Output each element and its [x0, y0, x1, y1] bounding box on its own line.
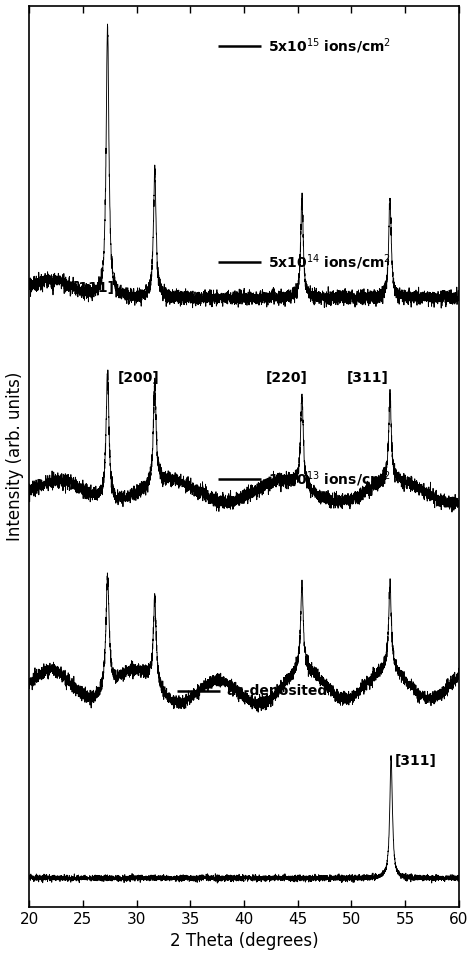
Text: [220]: [220] [266, 371, 308, 384]
Text: 5x10$^{15}$ ions/cm$^{2}$: 5x10$^{15}$ ions/cm$^{2}$ [267, 36, 391, 55]
Text: [311]: [311] [346, 371, 388, 384]
Text: [311]: [311] [394, 753, 436, 768]
Text: 1x10$^{13}$ ions/cm$^{2}$: 1x10$^{13}$ ions/cm$^{2}$ [267, 469, 391, 489]
Text: 5x10$^{14}$ ions/cm$^{2}$: 5x10$^{14}$ ions/cm$^{2}$ [267, 252, 391, 272]
Text: [111]: [111] [73, 281, 115, 295]
Text: [200]: [200] [118, 371, 160, 384]
Text: as-deposited: as-deposited [227, 684, 328, 698]
Y-axis label: Intensity (arb. units): Intensity (arb. units) [6, 372, 24, 541]
X-axis label: 2 Theta (degrees): 2 Theta (degrees) [170, 932, 318, 950]
